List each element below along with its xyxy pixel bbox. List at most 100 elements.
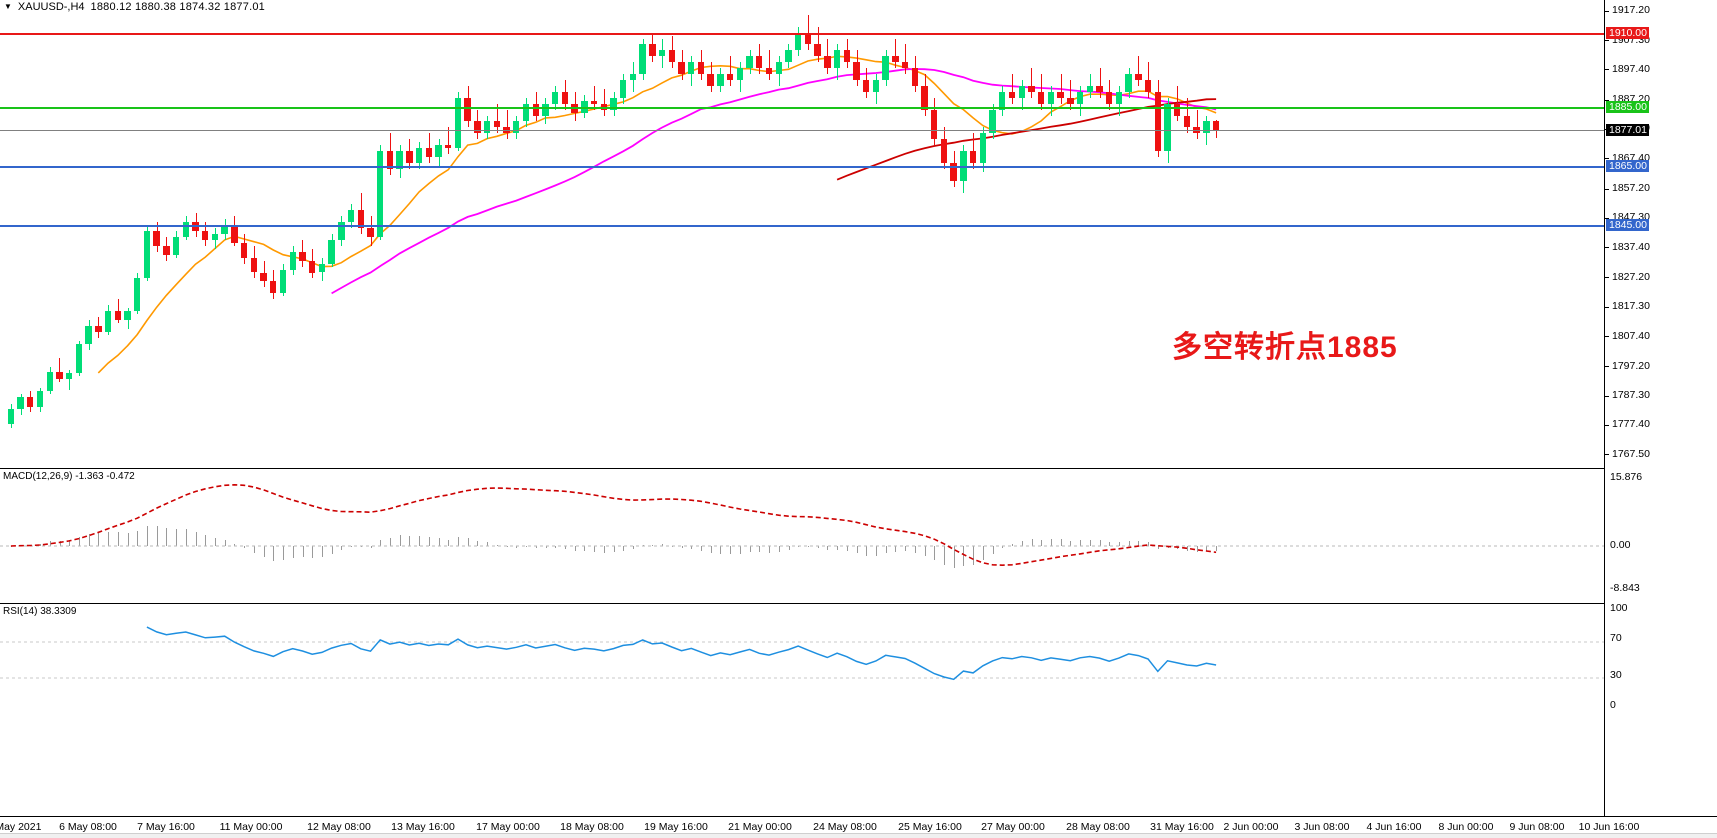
- rsi-label: RSI(14) 38.3309: [3, 606, 77, 617]
- resistance-1910[interactable]: 1910.00: [1606, 26, 1649, 39]
- rsi-series-line: [146, 626, 1217, 681]
- macd-hist-bar: [875, 546, 877, 556]
- ma-fast-line: [97, 55, 1217, 374]
- macd-panel[interactable]: MACD(12,26,9) -1.363 -0.472: [0, 470, 1604, 602]
- price-tick: 1907.30: [1605, 34, 1717, 46]
- macd-hist-bar: [467, 537, 469, 546]
- chart-annotation-text: 多空转折点1885: [1172, 331, 1398, 364]
- rsi-tick-label: 0: [1610, 699, 1616, 711]
- price-tick-label: 1827.20: [1612, 270, 1650, 283]
- macd-hist-bar: [934, 546, 936, 561]
- macd-hist-bar: [399, 535, 401, 546]
- macd-hist-bar: [555, 546, 557, 548]
- macd-hist-bar: [409, 535, 411, 546]
- line-1877[interactable]: [0, 130, 1604, 132]
- macd-label: MACD(12,26,9) -1.363 -0.472: [3, 471, 135, 482]
- support-1845[interactable]: 1845.00: [1606, 219, 1649, 232]
- macd-hist-bar: [69, 539, 71, 546]
- price-tick: 1807.40: [1605, 330, 1717, 342]
- macd-hist-bar: [516, 546, 518, 549]
- macd-hist-bar: [477, 540, 479, 546]
- macd-hist-bar: [526, 546, 527, 548]
- time-axis-label: 28 May 08:00: [1066, 821, 1130, 833]
- macd-hist-bar: [1138, 540, 1140, 546]
- macd-hist-bar: [1021, 540, 1023, 546]
- time-axis-label: 17 May 00:00: [476, 821, 540, 833]
- macd-hist-bar: [1118, 542, 1120, 546]
- time-axis[interactable]: 5 May 2021 6 May 08:00 7 May 16:00 11 May 0…: [0, 816, 1717, 838]
- macd-hist-bar: [108, 531, 110, 546]
- time-axis-label: 24 May 08:00: [813, 821, 877, 833]
- price-overlays: [97, 55, 1217, 374]
- macd-hist-bar: [778, 546, 780, 552]
- macd-hist-bar: [166, 527, 168, 546]
- macd-hist-bar: [564, 546, 566, 549]
- macd-hist-bar: [88, 533, 90, 546]
- macd-hist-bar: [1060, 539, 1062, 546]
- macd-hist-bar: [769, 546, 770, 553]
- macd-hist-bar: [351, 546, 353, 547]
- rsi-tick: 70: [1605, 632, 1717, 644]
- macd-hist-bar: [1109, 541, 1111, 546]
- panel-divider-rsi: [0, 603, 1604, 604]
- macd-hist-bar: [632, 546, 634, 549]
- macd-hist-bar: [1041, 539, 1043, 546]
- macd-hist-bar: [487, 542, 489, 546]
- macd-hist-bar: [788, 546, 790, 551]
- macd-hist-bar: [691, 546, 693, 549]
- price-tick-label: 1857.20: [1612, 182, 1650, 194]
- macd-hist-bar: [574, 546, 576, 551]
- macd-hist-bar: [992, 546, 994, 555]
- macd-hist-bar: [283, 546, 284, 561]
- macd-hist-bar: [1196, 546, 1198, 552]
- macd-hist-bar: [448, 539, 450, 546]
- macd-hist-bar: [603, 546, 605, 553]
- time-axis-label: 2 Jun 00:00: [1223, 821, 1279, 833]
- price-chart-panel[interactable]: 多空转折点1885: [0, 0, 1604, 468]
- support-1865[interactable]: 1865.00: [1606, 159, 1649, 172]
- line-1910[interactable]: [0, 32, 1604, 35]
- macd-hist-bar: [914, 546, 916, 553]
- macd-hist-bar: [623, 546, 625, 551]
- macd-hist-bar: [428, 537, 430, 546]
- macd-hist-bar: [205, 535, 207, 546]
- macd-hist-bar: [321, 546, 323, 557]
- macd-hist-bar: [370, 546, 372, 548]
- macd-hist-bar: [1050, 538, 1052, 546]
- pivot-1885[interactable]: 1885.00: [1606, 100, 1649, 113]
- macd-signal-lines: [0, 483, 1604, 567]
- time-axis-label: 10 Jun 16:00: [1578, 821, 1640, 833]
- macd-hist-bar: [1206, 546, 1208, 552]
- macd-hist-bar: [1148, 541, 1150, 546]
- macd-hist-bar: [117, 532, 119, 546]
- rsi-panel[interactable]: RSI(14) 38.3309: [0, 605, 1604, 713]
- macd-hist-bar: [963, 546, 965, 567]
- macd-hist-bar: [1089, 539, 1091, 546]
- macd-hist-bar: [613, 546, 615, 553]
- line-1845[interactable]: [0, 225, 1604, 228]
- line-1885[interactable]: [0, 106, 1604, 109]
- macd-hist-bar: [982, 546, 984, 561]
- last-price-1877[interactable]: 1877.01: [1606, 124, 1649, 137]
- chevron-down-icon[interactable]: ▼: [4, 2, 12, 11]
- macd-hist-bar: [1070, 540, 1072, 546]
- macd-hist-bar: [866, 546, 868, 556]
- macd-hist-bar: [594, 546, 596, 552]
- macd-hist-bar: [662, 544, 664, 546]
- symbol-header: ▼ XAUUSD-,H4 1880.12 1880.38 1874.32 187…: [0, 0, 265, 14]
- macd-hist-bar: [885, 546, 887, 553]
- ohlc-values: 1880.12 1880.38 1874.32 1877.01: [90, 1, 265, 13]
- macd-hist-bar: [253, 546, 255, 553]
- price-scale[interactable]: 1917.20 1907.30 1897.40 1887.20 1877.40 …: [1604, 0, 1717, 816]
- price-tick: 1817.30: [1605, 300, 1717, 312]
- line-1865[interactable]: [0, 165, 1604, 168]
- macd-hist-bar: [545, 546, 547, 549]
- macd-tick-label: 0.00: [1610, 539, 1631, 551]
- rsi-tick-label: 30: [1610, 669, 1622, 681]
- time-axis-label: 9 Jun 08:00: [1509, 821, 1565, 833]
- price-tick: 1797.20: [1605, 360, 1717, 372]
- price-tick: 1917.20: [1605, 4, 1717, 16]
- macd-hist-bar: [234, 543, 236, 546]
- price-tick-label: 1897.40: [1612, 62, 1650, 75]
- macd-hist-bar: [292, 546, 294, 558]
